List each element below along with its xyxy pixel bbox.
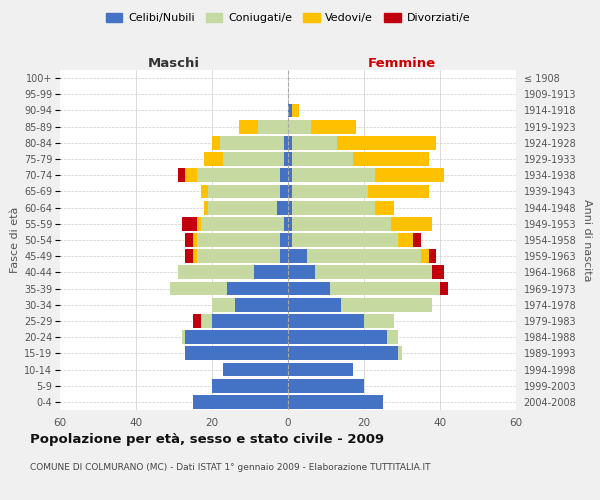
Bar <box>413 233 421 247</box>
Bar <box>170 282 227 296</box>
Bar <box>288 136 292 149</box>
Bar <box>208 200 277 214</box>
Bar <box>284 152 288 166</box>
Bar <box>292 168 376 182</box>
Bar <box>197 217 200 230</box>
Bar <box>391 217 433 230</box>
Bar <box>193 233 197 247</box>
Bar <box>292 217 391 230</box>
Bar <box>288 346 398 360</box>
Bar <box>307 250 421 263</box>
Bar <box>257 120 288 134</box>
Bar <box>277 200 288 214</box>
Bar <box>292 104 299 118</box>
Bar <box>200 217 284 230</box>
Bar <box>193 395 288 409</box>
Bar <box>288 379 364 392</box>
Bar <box>185 168 197 182</box>
Bar <box>433 266 444 280</box>
Bar <box>223 152 284 166</box>
Bar <box>284 136 288 149</box>
Bar <box>197 233 280 247</box>
Bar <box>193 314 200 328</box>
Bar <box>288 330 387 344</box>
Bar <box>288 362 353 376</box>
Bar <box>288 184 292 198</box>
Bar <box>197 250 280 263</box>
Text: Femmine: Femmine <box>368 57 436 70</box>
Bar <box>288 250 307 263</box>
Bar <box>223 362 288 376</box>
Bar <box>185 250 193 263</box>
Bar <box>288 266 314 280</box>
Bar <box>284 217 288 230</box>
Bar <box>337 136 436 149</box>
Legend: Celibi/Nubili, Coniugati/e, Vedovi/e, Divorziati/e: Celibi/Nubili, Coniugati/e, Vedovi/e, Di… <box>101 8 475 28</box>
Bar <box>185 233 193 247</box>
Bar <box>212 379 288 392</box>
Bar <box>398 233 413 247</box>
Bar <box>280 184 288 198</box>
Bar <box>288 152 292 166</box>
Bar <box>428 250 436 263</box>
Bar <box>212 136 220 149</box>
Bar <box>311 120 356 134</box>
Bar <box>205 152 223 166</box>
Bar <box>193 250 197 263</box>
Bar <box>353 152 428 166</box>
Bar <box>376 168 444 182</box>
Bar <box>280 233 288 247</box>
Bar <box>398 346 402 360</box>
Bar <box>220 136 284 149</box>
Bar <box>239 120 257 134</box>
Bar <box>292 152 353 166</box>
Y-axis label: Fasce di età: Fasce di età <box>10 207 20 273</box>
Bar <box>288 104 292 118</box>
Bar <box>288 233 292 247</box>
Bar <box>182 217 197 230</box>
Bar <box>288 120 311 134</box>
Bar <box>182 330 185 344</box>
Bar <box>178 266 254 280</box>
Bar <box>288 395 383 409</box>
Bar <box>212 314 288 328</box>
Bar <box>314 266 433 280</box>
Bar <box>185 330 288 344</box>
Bar <box>368 184 428 198</box>
Bar <box>288 282 330 296</box>
Text: COMUNE DI COLMURANO (MC) - Dati ISTAT 1° gennaio 2009 - Elaborazione TUTTITALIA.: COMUNE DI COLMURANO (MC) - Dati ISTAT 1°… <box>30 462 431 471</box>
Bar <box>280 250 288 263</box>
Bar <box>288 217 292 230</box>
Bar <box>212 298 235 312</box>
Bar <box>292 184 368 198</box>
Bar <box>288 168 292 182</box>
Bar <box>178 168 185 182</box>
Text: Popolazione per età, sesso e stato civile - 2009: Popolazione per età, sesso e stato civil… <box>30 432 384 446</box>
Bar <box>330 282 440 296</box>
Bar <box>200 314 212 328</box>
Bar <box>364 314 394 328</box>
Bar <box>292 233 398 247</box>
Bar <box>254 266 288 280</box>
Bar <box>341 298 433 312</box>
Bar <box>197 168 280 182</box>
Bar <box>421 250 428 263</box>
Bar <box>387 330 398 344</box>
Bar <box>185 346 288 360</box>
Bar <box>292 200 376 214</box>
Bar <box>288 200 292 214</box>
Bar <box>227 282 288 296</box>
Bar <box>200 184 208 198</box>
Bar <box>208 184 280 198</box>
Y-axis label: Anni di nascita: Anni di nascita <box>582 198 592 281</box>
Bar <box>280 168 288 182</box>
Text: Maschi: Maschi <box>148 57 200 70</box>
Bar <box>288 314 364 328</box>
Bar <box>288 298 341 312</box>
Bar <box>205 200 208 214</box>
Bar <box>235 298 288 312</box>
Bar <box>376 200 394 214</box>
Bar <box>440 282 448 296</box>
Bar <box>292 136 337 149</box>
